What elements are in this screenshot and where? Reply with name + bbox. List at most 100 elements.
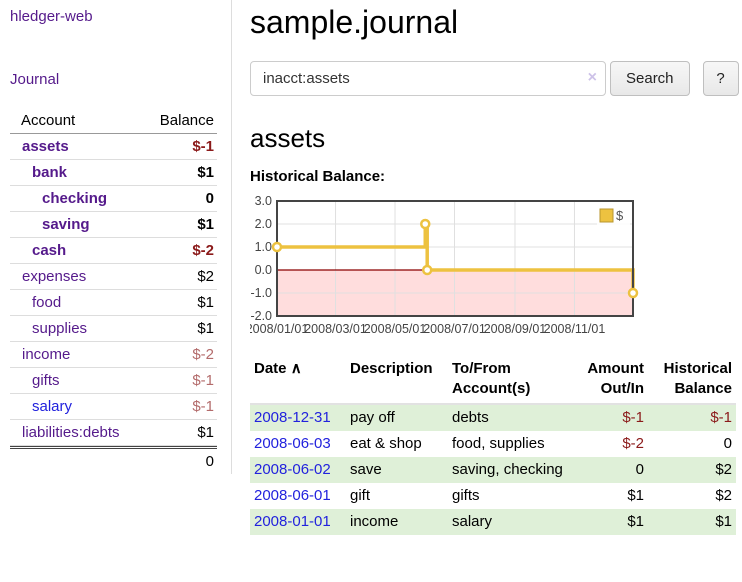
data-point-marker xyxy=(271,241,283,253)
account-link-food[interactable]: food xyxy=(32,294,62,311)
main-content: sample.journal × Search ? assets Histori… xyxy=(250,0,742,535)
search-input[interactable] xyxy=(250,61,606,96)
x-tick-label: 2008/05/01 xyxy=(364,322,427,336)
account-balance: $2 xyxy=(197,268,214,285)
sidebar-account-row: saving $1 xyxy=(10,212,217,238)
register-date-link[interactable]: 2008-06-02 xyxy=(254,461,331,478)
sidebar-account-row: bank $1 xyxy=(10,160,217,186)
accounts-table-header: Account Balance xyxy=(10,108,217,134)
register-balance-cell: $2 xyxy=(715,487,732,504)
y-tick-label: 1.0 xyxy=(255,240,272,254)
sidebar-account-row: income $-2 xyxy=(10,342,217,368)
account-balance: $1 xyxy=(197,424,214,441)
register-row: 2008-12-31 pay off debts $-1 $-1 xyxy=(250,404,736,431)
account-link-checking[interactable]: checking xyxy=(42,190,108,207)
date-column-header[interactable]: Date ∧ xyxy=(250,357,346,405)
search-button[interactable]: Search xyxy=(610,61,690,96)
data-point-marker xyxy=(627,287,639,299)
register-date-link[interactable]: 2008-01-01 xyxy=(254,513,331,530)
sidebar-account-row: food $1 xyxy=(10,290,217,316)
sidebar-account-row: assets $-1 xyxy=(10,134,217,160)
account-link-income[interactable]: income xyxy=(22,346,71,363)
sidebar-item-journal[interactable]: Journal xyxy=(10,71,60,88)
y-tick-label: 0.0 xyxy=(255,263,272,277)
register-date-link[interactable]: 2008-06-01 xyxy=(254,487,331,504)
register-description-cell: pay off xyxy=(350,409,395,426)
clear-search-icon[interactable]: × xyxy=(587,69,597,86)
x-tick-label: 2008/01/01 xyxy=(250,322,308,336)
y-tick-label: 2.0 xyxy=(255,217,272,231)
help-button[interactable]: ? xyxy=(702,61,739,96)
sidebar-account-row: cash $-2 xyxy=(10,238,217,264)
register-amount-cell: $1 xyxy=(627,513,644,530)
register-date-link[interactable]: 2008-06-03 xyxy=(254,435,331,452)
register-amount-cell: $-1 xyxy=(622,409,644,426)
account-balance: $1 xyxy=(197,216,214,233)
register-balance-cell: $2 xyxy=(715,461,732,478)
balance-column-header: Balance xyxy=(159,112,214,129)
register-row: 2008-06-01 gift gifts $1 $2 xyxy=(250,483,736,509)
description-column-header: Description xyxy=(346,357,448,405)
account-link-gifts[interactable]: gifts xyxy=(32,372,60,389)
sidebar-account-row: gifts $-1 xyxy=(10,368,217,394)
accounts-table: Account Balance assets $-1 bank $1 checking 0… xyxy=(10,108,217,474)
balance-chart: $3.0 2.0 1.0 0.0 -1.0 -2.02008/01/012008/03/0… xyxy=(250,194,639,336)
register-row: 2008-06-03 eat & shop food, supplies $-2 0 xyxy=(250,431,736,457)
account-balance: $-2 xyxy=(192,346,214,363)
account-link-saving[interactable]: saving xyxy=(42,216,90,233)
register-table: Date ∧ Description To/From Account(s) Am… xyxy=(250,357,736,535)
legend-label: $ xyxy=(616,208,624,223)
search-form: × Search ? xyxy=(250,61,742,96)
brand-link[interactable]: hledger-web xyxy=(10,8,93,25)
sidebar-account-row: checking 0 xyxy=(10,186,217,212)
accounts-total-value: 0 xyxy=(205,453,214,470)
register-balance-cell: 0 xyxy=(723,435,732,452)
plot-frame xyxy=(276,200,634,317)
x-tick-label: 2008/03/01 xyxy=(304,322,367,336)
register-row: 2008-06-02 save saving, checking 0 $2 xyxy=(250,457,736,483)
account-link-liabilities-debts[interactable]: liabilities:debts xyxy=(22,424,120,441)
sidebar-account-row: supplies $1 xyxy=(10,316,217,342)
register-amount-cell: 0 xyxy=(635,461,644,478)
register-description-cell: eat & shop xyxy=(350,435,422,452)
register-row: 2008-01-01 income salary $1 $1 xyxy=(250,509,736,535)
register-accounts-cell: saving, checking xyxy=(452,461,563,478)
page-title: sample.journal xyxy=(250,4,459,40)
account-link-bank[interactable]: bank xyxy=(32,164,68,181)
y-tick-label: -1.0 xyxy=(250,286,272,300)
accounts-total-row: 0 xyxy=(10,446,217,474)
account-link-supplies[interactable]: supplies xyxy=(32,320,88,337)
chart-title: Historical Balance: xyxy=(250,168,386,185)
account-balance: $-1 xyxy=(192,138,214,155)
accounts-column-header: To/From Account(s) xyxy=(448,357,576,405)
data-point-marker xyxy=(420,218,431,230)
balance-column-header-main: Historical Balance xyxy=(648,357,736,405)
register-description-cell: gift xyxy=(350,487,371,504)
account-balance: $-1 xyxy=(192,398,214,415)
register-description-cell: income xyxy=(350,513,399,530)
y-tick-label: 3.0 xyxy=(255,194,272,208)
account-balance: $1 xyxy=(197,164,214,181)
register-date-link[interactable]: 2008-12-31 xyxy=(254,409,331,426)
register-accounts-cell: debts xyxy=(452,409,489,426)
register-header-row: Date ∧ Description To/From Account(s) Am… xyxy=(250,357,736,405)
x-tick-label: 2008/07/01 xyxy=(423,322,486,336)
account-link-salary[interactable]: salary xyxy=(32,398,73,415)
account-link-assets[interactable]: assets xyxy=(22,138,69,155)
account-column-header: Account xyxy=(21,112,76,129)
sort-ascending-icon: ∧ xyxy=(290,360,302,377)
x-tick-label: 2008/11/01 xyxy=(544,322,606,336)
account-link-cash[interactable]: cash xyxy=(32,242,67,259)
x-tick-label: 2008/09/01 xyxy=(484,322,547,336)
sidebar-account-row: salary $-1 xyxy=(10,394,217,420)
data-point-marker xyxy=(421,264,433,276)
sidebar: hledger-web Journal Account Balance asse… xyxy=(0,0,232,474)
register-amount-cell: $1 xyxy=(627,487,644,504)
accounts-list: assets $-1 bank $1 checking 0 saving $1 cash $-2 e… xyxy=(10,134,217,446)
register-balance-cell: $1 xyxy=(715,513,732,530)
account-link-expenses[interactable]: expenses xyxy=(22,268,87,285)
account-balance: $1 xyxy=(197,294,214,311)
register-description-cell: save xyxy=(350,461,382,478)
register-balance-cell: $-1 xyxy=(710,409,732,426)
